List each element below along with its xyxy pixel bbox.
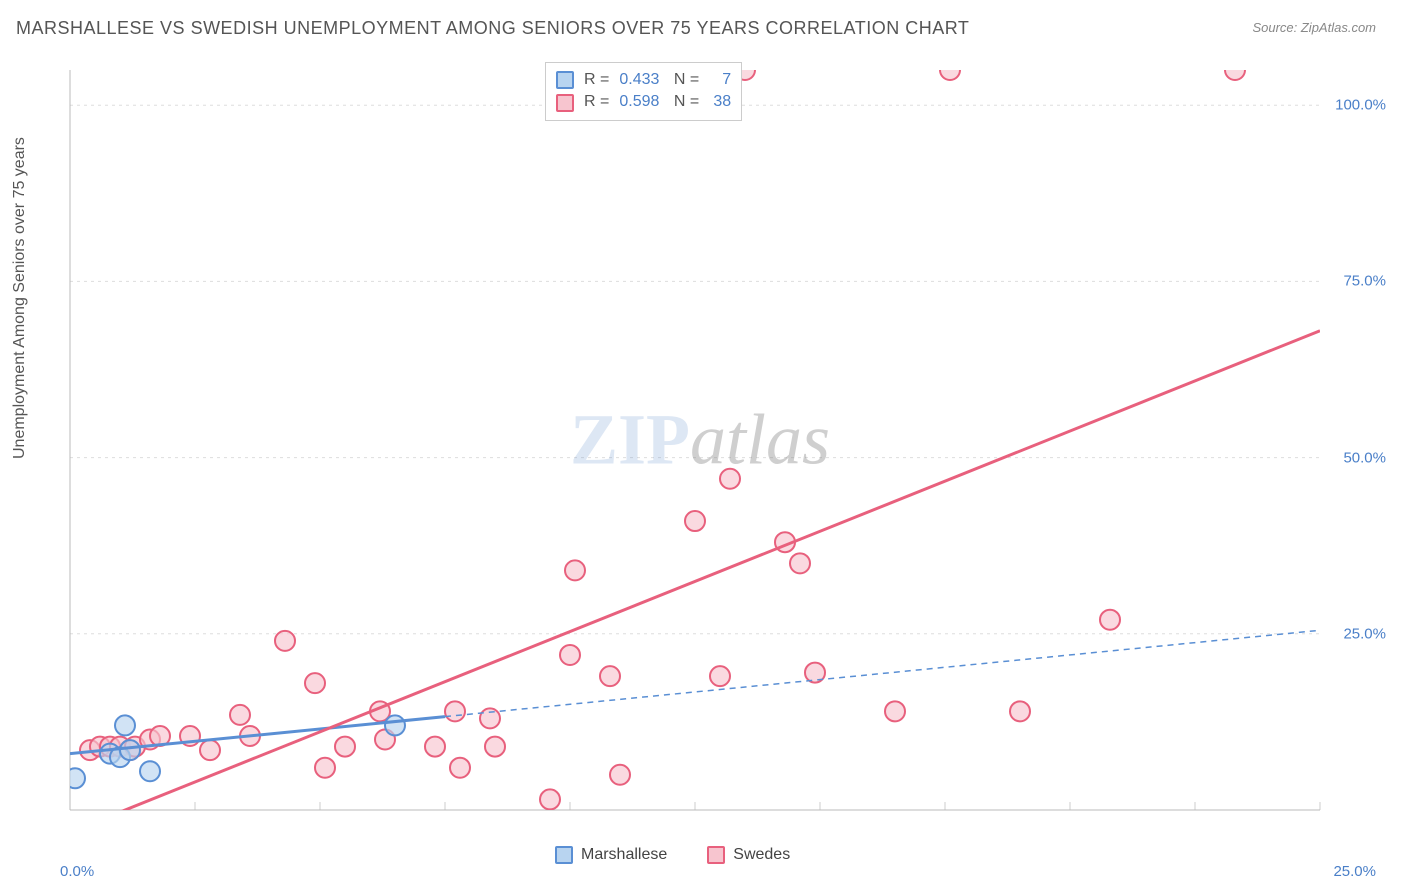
legend-item-swedes: Swedes bbox=[707, 846, 790, 864]
y-axis-label: Unemployment Among Seniors over 75 years bbox=[11, 137, 29, 459]
legend-label-swedes: Swedes bbox=[733, 846, 790, 864]
chart-title: MARSHALLESE VS SWEDISH UNEMPLOYMENT AMON… bbox=[16, 18, 969, 39]
source-attribution: Source: ZipAtlas.com bbox=[1252, 20, 1376, 35]
bottom-legend: Marshallese Swedes bbox=[555, 846, 790, 864]
legend-label-marshallese: Marshallese bbox=[581, 846, 667, 864]
legend-item-marshallese: Marshallese bbox=[555, 846, 667, 864]
scatter-chart bbox=[60, 60, 1340, 820]
correlation-row-marshallese: R = 0.433 N = 7 bbox=[556, 69, 731, 91]
y-tick-label: 50.0% bbox=[1343, 449, 1386, 466]
r-label: R = bbox=[584, 91, 609, 113]
y-tick-label: 100.0% bbox=[1335, 97, 1386, 114]
x-max-label: 25.0% bbox=[1333, 863, 1376, 880]
x-origin-label: 0.0% bbox=[60, 863, 94, 880]
y-tick-label: 75.0% bbox=[1343, 273, 1386, 290]
r-value-marshallese: 0.433 bbox=[619, 69, 659, 91]
n-value-marshallese: 7 bbox=[709, 69, 731, 91]
n-value-swedes: 38 bbox=[709, 91, 731, 113]
n-label: N = bbox=[669, 91, 699, 113]
correlation-panel: R = 0.433 N = 7 R = 0.598 N = 38 bbox=[545, 62, 742, 121]
n-label: N = bbox=[669, 69, 699, 91]
correlation-row-swedes: R = 0.598 N = 38 bbox=[556, 91, 731, 113]
chart-area: ZIPatlas bbox=[60, 60, 1340, 820]
r-value-swedes: 0.598 bbox=[619, 91, 659, 113]
legend-swatch-pink bbox=[707, 846, 725, 864]
y-tick-label: 25.0% bbox=[1343, 625, 1386, 642]
swatch-blue bbox=[556, 71, 574, 89]
swatch-pink bbox=[556, 94, 574, 112]
legend-swatch-blue bbox=[555, 846, 573, 864]
r-label: R = bbox=[584, 69, 609, 91]
